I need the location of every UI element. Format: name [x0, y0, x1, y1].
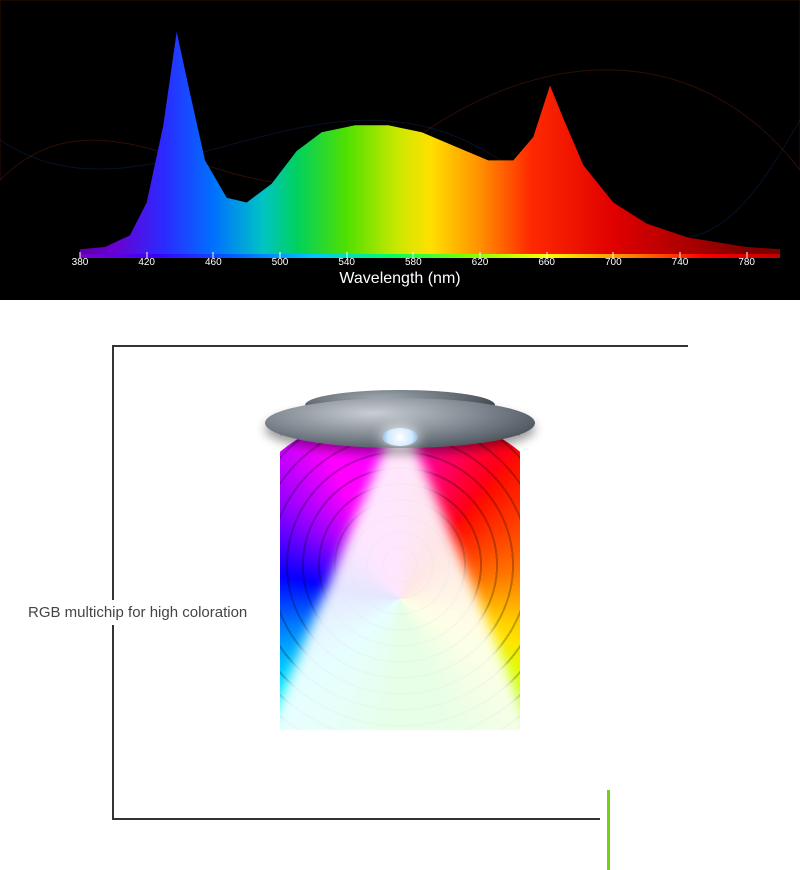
tick-label: 460: [205, 257, 222, 268]
tick-label: 620: [472, 257, 489, 268]
product-feature-section: RGB multichip for high coloration: [0, 340, 800, 870]
lamp-illustration: [250, 370, 550, 740]
wavelength-axis-label: Wavelength (nm): [339, 270, 460, 288]
green-accent-marker: [607, 790, 610, 870]
tick-label: 660: [538, 257, 555, 268]
tick-label: 700: [605, 257, 622, 268]
feature-frame-bottom: [112, 818, 600, 820]
tick-label: 420: [138, 257, 155, 268]
light-cone-icon: [280, 430, 520, 730]
tick-label: 500: [272, 257, 289, 268]
tick-label: 380: [72, 257, 89, 268]
rgb-color-panel: [280, 430, 520, 730]
tick-label: 580: [405, 257, 422, 268]
tick-label: 740: [672, 257, 689, 268]
feature-caption: RGB multichip for high coloration: [20, 600, 255, 625]
tick-label: 780: [738, 257, 755, 268]
ufo-lamp-icon: [265, 370, 535, 450]
spectrum-chart-section: 380 420 460 500 540 580 620 660 700 740 780 Wavele…: [0, 0, 800, 300]
tick-label: 540: [338, 257, 355, 268]
